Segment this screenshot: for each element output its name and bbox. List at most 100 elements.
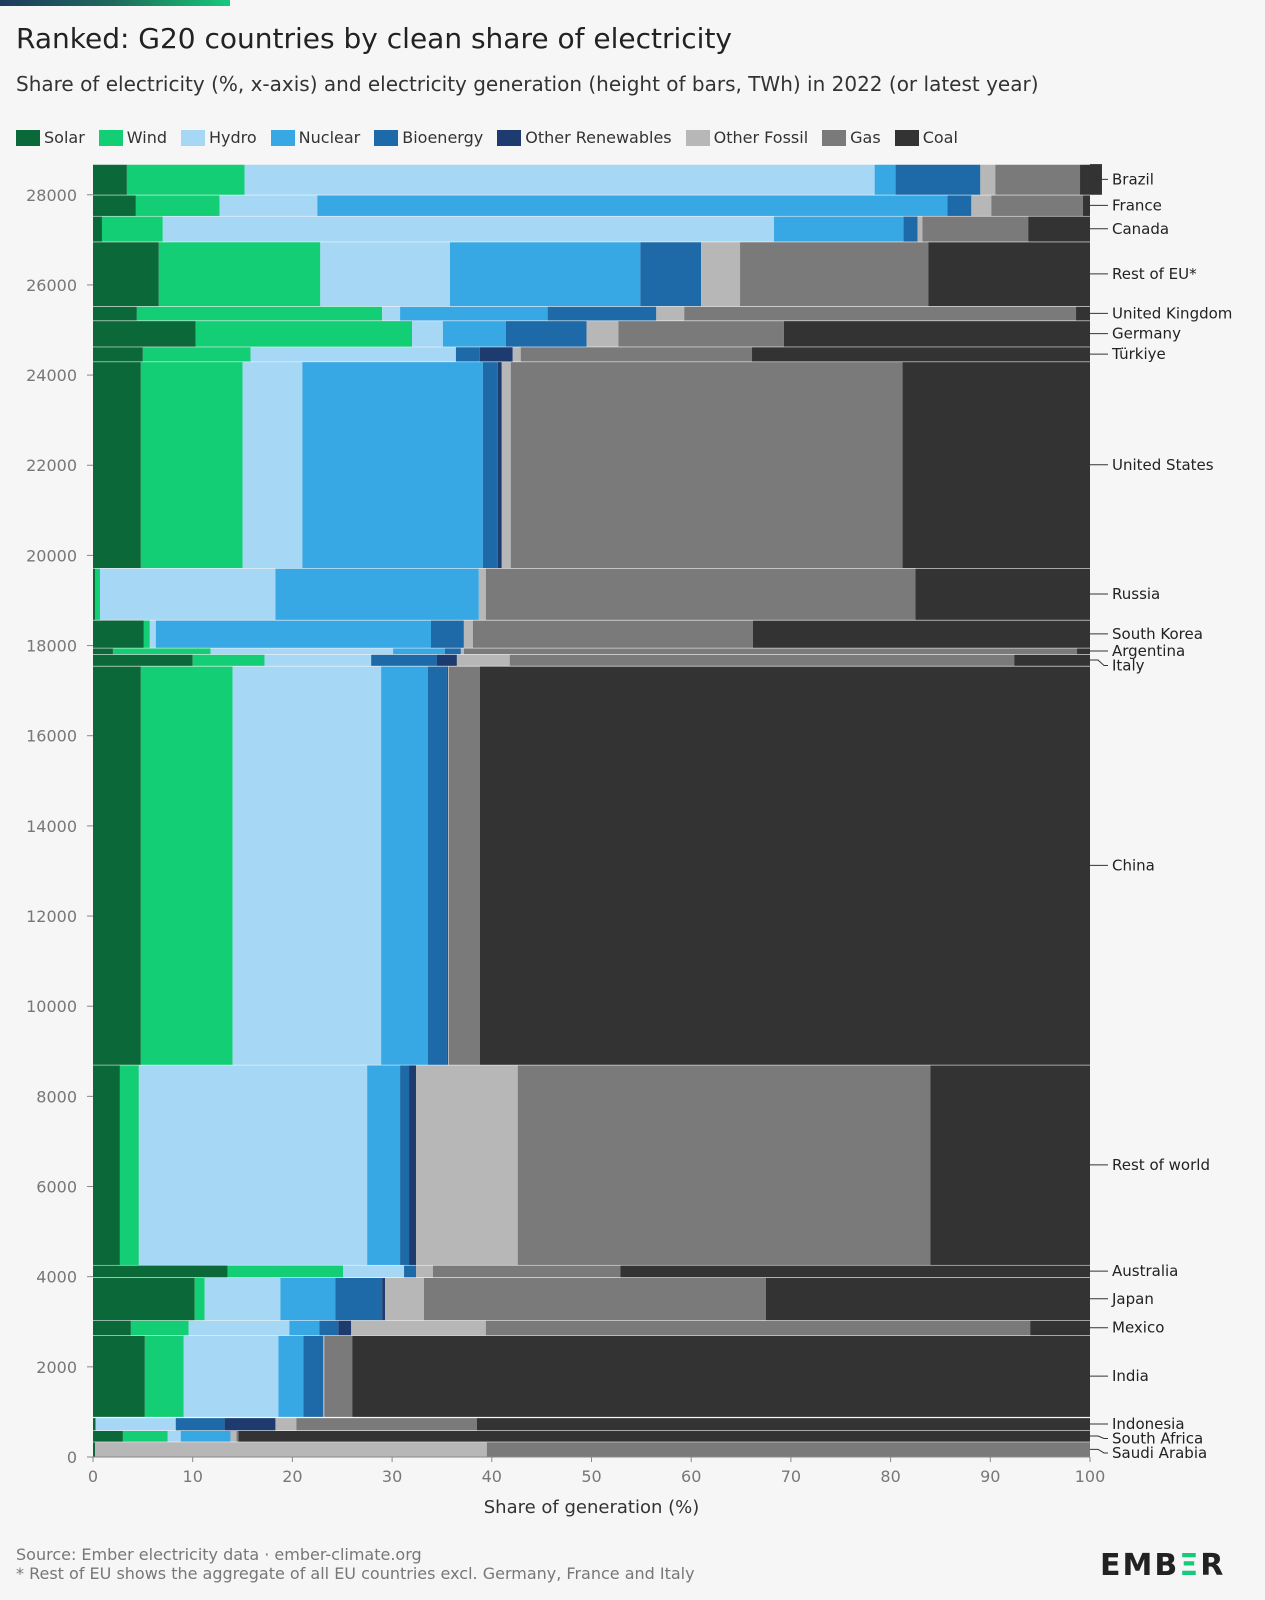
y-tick-label: 14000 — [26, 817, 77, 836]
source-text: Source: Ember electricity data · ember-c… — [16, 1545, 422, 1564]
country-label: Saudi Arabia — [1112, 1444, 1207, 1462]
bar-segment — [752, 346, 1090, 362]
country-label: South Africa — [1112, 1429, 1203, 1447]
y-tick-label: 28000 — [26, 186, 77, 205]
bar-segment — [902, 361, 1090, 569]
legend-item-solar: Solar — [16, 128, 85, 147]
bar-segment — [94, 1417, 96, 1431]
bar-segment — [478, 568, 486, 620]
bar-segment — [701, 241, 741, 307]
country-label: India — [1112, 1367, 1149, 1385]
bar-segment — [93, 361, 141, 569]
y-tick-label: 8000 — [36, 1087, 77, 1106]
bar-segment — [367, 1064, 401, 1265]
x-tick-label: 30 — [382, 1467, 402, 1486]
x-tick-label: 70 — [781, 1467, 801, 1486]
bar-segment — [204, 1277, 281, 1321]
x-tick-label: 60 — [681, 1467, 701, 1486]
bar-segment — [93, 194, 136, 216]
bar-segment — [586, 320, 619, 347]
legend-label: Nuclear — [298, 128, 361, 147]
bar-segment — [416, 1064, 518, 1265]
legend-label: Hydro — [209, 128, 257, 147]
country-label: Japan — [1111, 1290, 1154, 1308]
legend-swatch — [894, 129, 919, 146]
bar-segment — [296, 1417, 477, 1431]
bar-segment — [446, 665, 448, 1065]
bar-segment — [430, 619, 464, 648]
legend-item-gas: Gas — [822, 128, 881, 147]
country-label: China — [1112, 856, 1155, 874]
x-tick-label: 10 — [183, 1467, 203, 1486]
legend-label: Other Renewables — [525, 128, 672, 147]
x-axis-title: Share of generation (%) — [484, 1497, 700, 1518]
bar-segment — [928, 241, 1090, 307]
bar-segment — [94, 568, 100, 620]
bar-segment — [922, 215, 1029, 242]
bar-segment — [93, 1335, 145, 1417]
country-label: Australia — [1112, 1262, 1178, 1280]
bar-segment — [1077, 647, 1090, 655]
bar-segment — [135, 194, 220, 216]
bar-segment — [501, 361, 511, 569]
y-tick-label: 10000 — [26, 997, 77, 1016]
bar-segment — [302, 361, 483, 569]
bar-segment — [93, 654, 193, 666]
bar-segment — [930, 1064, 1090, 1265]
bar-segment — [449, 241, 641, 307]
bar-segment — [476, 1417, 1091, 1431]
bar-segment — [112, 647, 211, 655]
bar-segment — [640, 241, 702, 307]
bar-segment — [404, 1264, 417, 1278]
country-label: France — [1112, 196, 1162, 214]
bar-segment — [463, 647, 1078, 655]
legend-swatch — [374, 129, 399, 146]
y-tick-label: 24000 — [26, 366, 77, 385]
bar-segment — [155, 619, 431, 648]
bar-segment — [242, 361, 303, 569]
bar-segment — [93, 1277, 195, 1321]
bar-segment — [93, 1264, 228, 1278]
legend: Solar Wind Hydro Nuclear Bioenergy Other Rene… — [16, 128, 972, 147]
country-label: Canada — [1112, 220, 1169, 238]
bar-segment — [230, 1430, 237, 1442]
bar-segment — [740, 241, 929, 307]
bar-segment — [400, 306, 548, 321]
bar-segment — [448, 665, 480, 1065]
bar-segment — [136, 306, 383, 321]
bar-segment — [183, 1335, 279, 1417]
bar-segment — [385, 1277, 425, 1321]
bar-segment — [99, 568, 276, 620]
bar-segment — [991, 194, 1084, 216]
bar-segment — [323, 1335, 325, 1417]
bar-segment — [320, 241, 450, 307]
bar-segment — [547, 306, 657, 321]
bar-segment — [194, 1277, 205, 1321]
y-tick-label: 20000 — [26, 546, 77, 565]
bar-segment — [497, 361, 502, 569]
bar-segment — [93, 1441, 95, 1457]
bar-segment — [915, 568, 1090, 620]
legend-swatch — [181, 129, 205, 146]
y-tick-label: 18000 — [26, 637, 77, 656]
bar-segment — [144, 1335, 184, 1417]
bar-segment — [432, 1264, 621, 1278]
bar-segment — [400, 1064, 410, 1265]
legend-swatch — [685, 129, 710, 146]
bar-segment — [620, 1264, 1090, 1278]
bar-segment — [93, 1320, 131, 1336]
country-label: Indonesia — [1112, 1415, 1185, 1433]
legend-swatch — [98, 129, 123, 146]
bar-segment — [101, 215, 163, 242]
bar-segment — [122, 1430, 168, 1442]
bar-segment — [93, 320, 196, 347]
bar-segment — [280, 1277, 336, 1321]
y-tick-label: 0 — [67, 1448, 77, 1467]
bar-segment — [158, 241, 321, 307]
country-label: Italy — [1112, 656, 1145, 674]
footnote-text: * Rest of EU shows the aggregate of all … — [16, 1564, 695, 1583]
x-tick-label: 90 — [980, 1467, 1000, 1486]
bar-segment — [303, 1335, 324, 1417]
bar-segment — [765, 1277, 1090, 1321]
bar-segment — [126, 164, 245, 195]
